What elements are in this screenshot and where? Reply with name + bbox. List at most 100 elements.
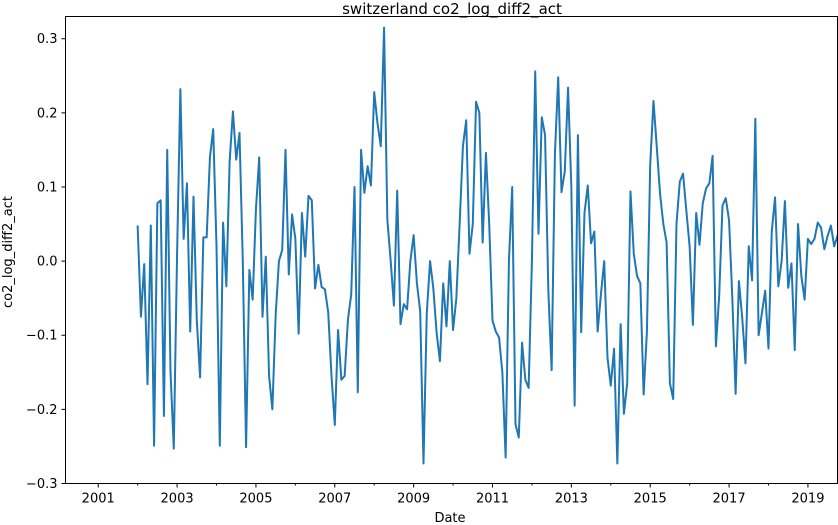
data-point [439, 360, 441, 362]
data-point [698, 244, 700, 246]
data-point [150, 225, 152, 227]
data-point [212, 128, 214, 130]
data-point [354, 186, 356, 188]
data-point [271, 408, 273, 410]
data-point [429, 260, 431, 262]
data-point [189, 331, 191, 333]
x-tick-label: 2003 [161, 492, 194, 507]
data-point [294, 238, 296, 240]
data-point [452, 329, 454, 331]
data-point [350, 293, 352, 295]
data-point [564, 170, 566, 172]
data-point [219, 445, 221, 447]
data-point [547, 290, 549, 292]
data-point [669, 382, 671, 384]
data-point [324, 288, 326, 290]
data-point [419, 311, 421, 313]
data-point [639, 282, 641, 284]
data-point [291, 213, 293, 215]
data-point [629, 190, 631, 192]
data-point [570, 186, 572, 188]
x-tick-label: 2019 [791, 492, 824, 507]
data-point [206, 236, 208, 238]
data-point [735, 393, 737, 395]
data-point [790, 262, 792, 264]
data-point [495, 331, 497, 333]
data-point [482, 242, 484, 244]
data-point [390, 259, 392, 261]
data-point [265, 256, 267, 258]
data-point [459, 223, 461, 225]
data-point [449, 260, 451, 262]
data-point [715, 345, 717, 347]
data-point [744, 362, 746, 364]
data-point [728, 219, 730, 221]
data-point [235, 159, 237, 161]
data-point [679, 181, 681, 183]
data-point [491, 319, 493, 321]
data-point [436, 332, 438, 334]
data-point [610, 385, 612, 387]
data-point [360, 149, 362, 151]
data-point [738, 280, 740, 282]
x-tick-label: 2001 [82, 492, 115, 507]
data-point [455, 297, 457, 299]
data-point [311, 199, 313, 201]
data-point [695, 212, 697, 214]
y-tick-label: 0.3 [37, 32, 58, 47]
y-tick-label: −0.2 [26, 403, 58, 418]
data-point [301, 212, 303, 214]
data-point [528, 387, 530, 389]
x-tick-label: 2015 [634, 492, 667, 507]
data-point [636, 275, 638, 277]
data-point [314, 288, 316, 290]
data-point [603, 260, 605, 262]
data-point [784, 200, 786, 202]
y-axis-title: co2_log_diff2_act [1, 196, 16, 308]
data-point [186, 182, 188, 184]
data-point [281, 249, 283, 251]
data-point [170, 371, 172, 373]
data-point [764, 290, 766, 292]
x-tick-label: 2009 [397, 492, 430, 507]
plot-area [136, 26, 838, 465]
data-point [199, 377, 201, 379]
data-point [143, 263, 145, 265]
data-point [147, 383, 149, 385]
x-axis: 2001 2003 2005 2007 2009 2011 2013 2015 2017 2019 [82, 483, 824, 507]
data-point [426, 312, 428, 314]
data-point [321, 286, 323, 288]
data-point [626, 382, 628, 384]
x-tick-label: 2007 [318, 492, 351, 507]
y-tick-label: 0.1 [37, 180, 58, 195]
data-point [242, 260, 244, 262]
x-tick-label: 2017 [713, 492, 746, 507]
data-point [675, 223, 677, 225]
data-point [794, 349, 796, 351]
data-point [518, 437, 520, 439]
data-point [662, 223, 664, 225]
data-point [659, 193, 661, 195]
data-point [758, 334, 760, 336]
data-point [613, 348, 615, 350]
data-point [485, 152, 487, 154]
data-point [685, 210, 687, 212]
data-point [400, 323, 402, 325]
data-point [344, 375, 346, 377]
data-point [560, 191, 562, 193]
data-point [153, 445, 155, 447]
data-point [646, 331, 648, 333]
data-point [748, 245, 750, 247]
data-point [255, 208, 257, 210]
data-point [537, 233, 539, 235]
data-point [442, 282, 444, 284]
data-point [327, 311, 329, 313]
data-point [587, 185, 589, 187]
data-point [396, 190, 398, 192]
data-point [140, 316, 142, 318]
data-point [386, 219, 388, 221]
data-point [813, 238, 815, 240]
data-point [731, 297, 733, 299]
data-point [761, 312, 763, 314]
